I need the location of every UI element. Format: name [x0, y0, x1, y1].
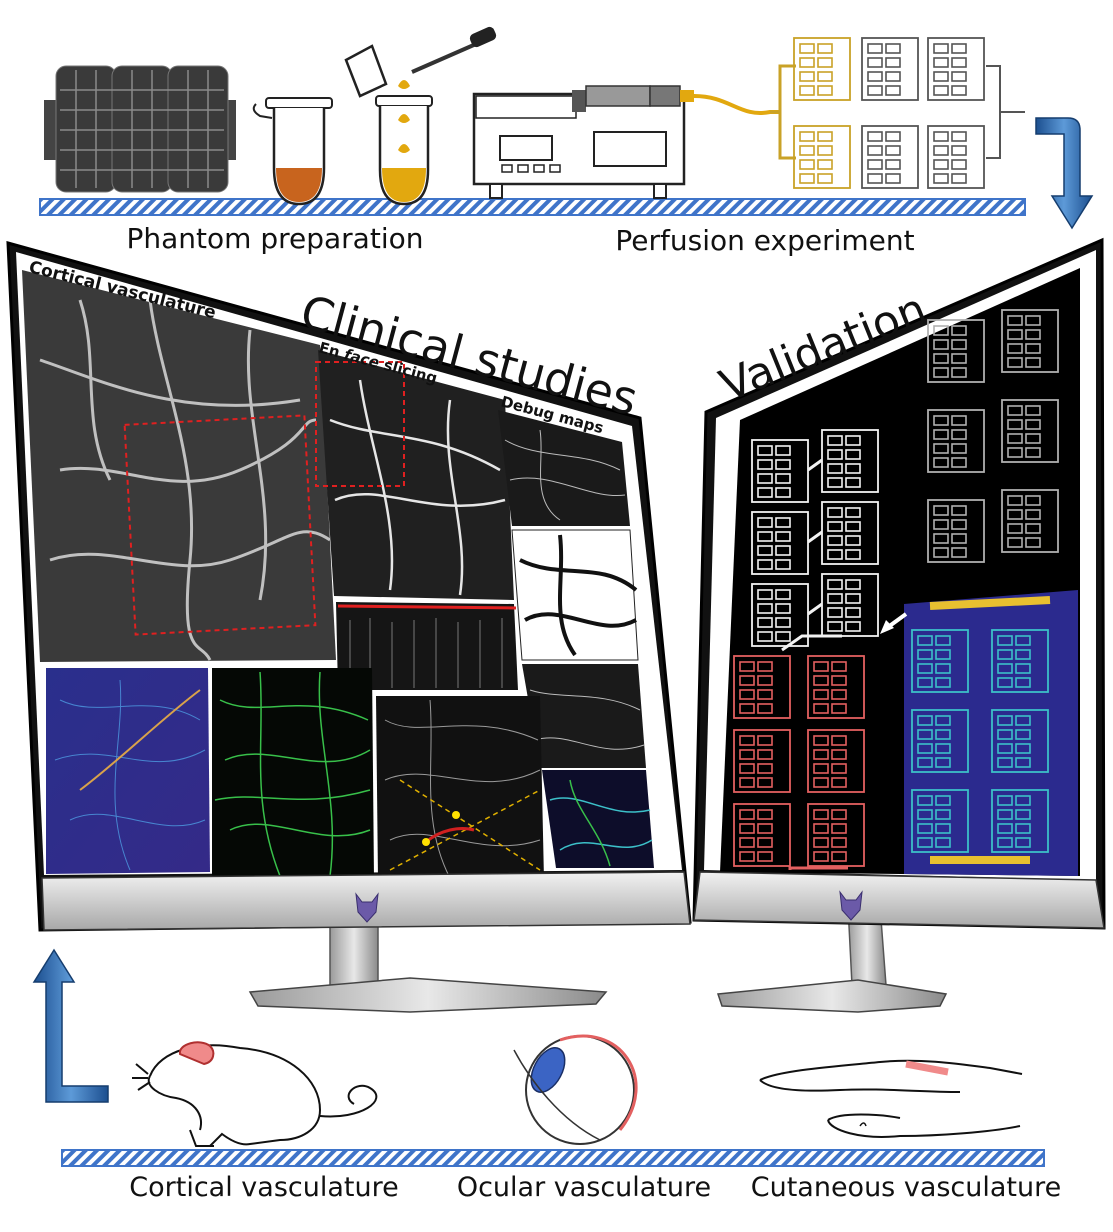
- hand-icon: [759, 1059, 1023, 1138]
- panel-heatmap: [46, 668, 210, 874]
- caption-cutaneous-vasculature: Cutaneous vasculature: [751, 1172, 1062, 1203]
- wolf-logo-icon: [839, 890, 863, 921]
- pipette-icon: [344, 26, 497, 206]
- panel-graph-analysis: [376, 696, 544, 880]
- eye-icon: [513, 1034, 638, 1145]
- wolf-logo-icon: [355, 892, 379, 923]
- phantom-red: [734, 656, 864, 870]
- phantom-chip-icon: [770, 38, 1025, 188]
- caption-perfusion-experiment: Perfusion experiment: [615, 224, 914, 257]
- top-platform: [39, 198, 1026, 216]
- mouse-icon: [132, 1041, 378, 1147]
- caption-cortical-vasculature: Cortical vasculature: [129, 1172, 398, 1203]
- panel-skeleton-green: [212, 668, 374, 880]
- monitor-right: Validation: [692, 237, 1106, 1013]
- pointer-arrow-icon: [880, 612, 908, 634]
- caption-phantom-preparation: Phantom preparation: [127, 222, 424, 255]
- syringe-pump-icon: [472, 85, 780, 199]
- phantom-white: [752, 430, 878, 652]
- flow-arrow-up-icon: [32, 948, 109, 1103]
- bottom-platform: [61, 1149, 1045, 1167]
- caption-ocular-vasculature: Ocular vasculature: [457, 1172, 711, 1203]
- tube-icon: [252, 97, 333, 206]
- phantom-mold-icon: [44, 65, 236, 193]
- flow-arrow-down-icon: [1035, 117, 1094, 230]
- monitor-left: Cortical vasculature En face slicing Deb…: [6, 241, 692, 1013]
- panel-cortical-image: [22, 270, 336, 662]
